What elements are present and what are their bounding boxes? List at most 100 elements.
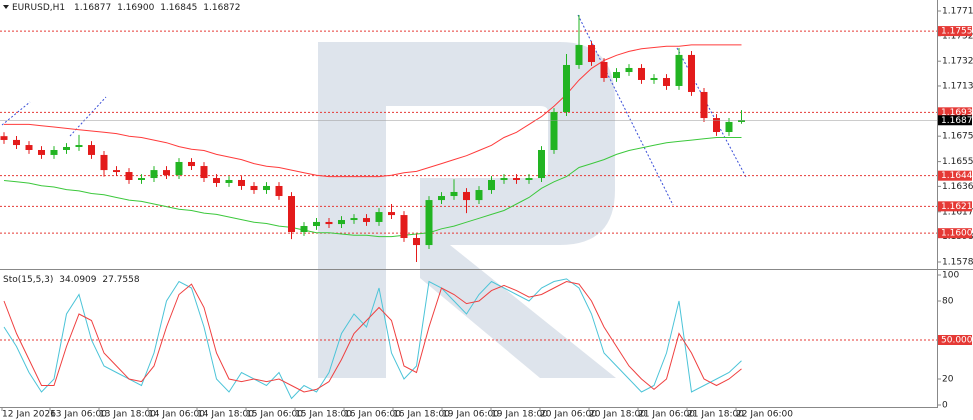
trend-line xyxy=(577,14,674,206)
y-tick-label: 1.16365 xyxy=(942,182,973,192)
candle-body xyxy=(75,145,83,147)
candle-body xyxy=(13,139,20,146)
last-price-bg xyxy=(938,115,972,126)
moving-average xyxy=(4,44,742,178)
level-label: 50.0000 xyxy=(941,336,973,346)
last-price-label: 1.16872 xyxy=(941,116,973,126)
candle-body xyxy=(438,196,445,201)
candle-body xyxy=(413,238,420,246)
candle-body xyxy=(88,145,95,155)
oscillator-line xyxy=(3,280,742,393)
candle-body xyxy=(50,149,58,155)
candle-body xyxy=(663,78,670,86)
x-tick-label: 20 Jan 18:00 xyxy=(589,410,646,420)
candle-body xyxy=(375,212,383,222)
y-tick-label: 0 xyxy=(942,401,948,411)
y-tick-label: 1.16750 xyxy=(942,132,973,142)
level-label: 1.16212 xyxy=(941,202,973,212)
stochastic-header: Sto(15,5,3) 34.0909 27.7558 xyxy=(3,275,140,285)
candle-body xyxy=(325,221,333,225)
candle-body xyxy=(738,120,745,122)
level-label-bg xyxy=(938,228,972,239)
candle-body xyxy=(463,191,470,201)
candle-body xyxy=(525,178,533,180)
x-tick-label: 21 Jan 06:00 xyxy=(638,410,695,420)
y-tick-label: 1.16170 xyxy=(942,207,973,217)
candle-body xyxy=(338,220,345,225)
indicator-name: Sto(15,5,3) xyxy=(3,275,53,285)
level-label-bg xyxy=(938,26,972,37)
candle-body xyxy=(250,185,258,191)
candle-body xyxy=(513,178,520,180)
quote-high: 1.16900 xyxy=(117,3,154,13)
candle-body xyxy=(488,179,495,191)
candle-body xyxy=(188,161,195,167)
candle-body xyxy=(675,54,683,86)
candle-body xyxy=(138,178,145,180)
candle-body xyxy=(425,200,433,246)
candle-body xyxy=(550,112,558,150)
candle-body xyxy=(38,149,45,155)
candle-body xyxy=(125,172,133,180)
candle-body xyxy=(575,45,583,65)
x-tick-label: 20 Jan 06:00 xyxy=(540,410,597,420)
y-tick-label: 20 xyxy=(942,375,954,385)
y-tick-label: 80 xyxy=(942,297,954,307)
x-tick-label: 13 Jan 18:00 xyxy=(99,410,156,420)
x-tick-label: 14 Jan 06:00 xyxy=(148,410,205,420)
candle-body xyxy=(538,149,545,179)
candle-body xyxy=(313,221,320,227)
moving-average xyxy=(3,137,742,238)
quote-low: 1.16845 xyxy=(160,3,197,13)
trend-line xyxy=(1,101,31,126)
candle-body xyxy=(263,185,270,191)
candle-body xyxy=(475,190,483,201)
candle-body xyxy=(113,170,120,173)
y-tick-label: 1.17520 xyxy=(942,31,973,41)
candle-body xyxy=(638,67,645,80)
candle-body xyxy=(100,154,108,171)
y-tick-label: 1.15785 xyxy=(942,258,973,268)
candle-body xyxy=(450,191,458,197)
candle-body xyxy=(388,212,395,216)
candle-body xyxy=(63,146,70,150)
x-tick-label: 15 Jan 18:00 xyxy=(295,410,352,420)
x-tick-label: 12 Jan 2026 xyxy=(2,410,56,420)
trend-line xyxy=(676,47,747,178)
y-tick-label: 1.16555 xyxy=(942,157,973,167)
candle-body xyxy=(400,215,408,239)
candle-body xyxy=(288,196,295,233)
quote-open: 1.16877 xyxy=(74,3,111,13)
symbol-menu-arrow[interactable] xyxy=(3,5,9,9)
price-header: EURUSD,H1 1.16877 1.16900 1.16845 1.1687… xyxy=(12,3,241,13)
candle-body xyxy=(363,218,370,222)
watermark xyxy=(318,42,616,378)
level-label: 1.16933 xyxy=(941,108,973,118)
level-label-bg xyxy=(938,107,972,118)
x-tick-label: 19 Jan 06:00 xyxy=(442,410,499,420)
candle-body xyxy=(238,179,245,186)
candle-body xyxy=(613,72,620,79)
candle-body xyxy=(275,185,283,197)
x-tick-label: 22 Jan 06:00 xyxy=(736,410,793,420)
candle-body xyxy=(175,161,183,176)
y-tick-label: 1.17325 xyxy=(942,57,973,67)
candle-body xyxy=(600,61,608,79)
level-label: 1.16447 xyxy=(941,171,973,181)
candle-body xyxy=(25,145,33,150)
y-tick-label: 1.17710 xyxy=(942,7,973,17)
candle-body xyxy=(625,67,633,73)
level-label: 1.16006 xyxy=(941,229,973,239)
candle-body xyxy=(650,78,658,80)
x-tick-label: 13 Jan 06:00 xyxy=(50,410,107,420)
level-label-bg xyxy=(938,201,972,212)
level-label-bg xyxy=(938,335,972,345)
candle-body xyxy=(588,45,595,62)
candle-body xyxy=(150,170,158,179)
candle-body xyxy=(0,136,8,140)
watermark-bowl xyxy=(386,42,616,378)
oscillator-line xyxy=(3,278,742,400)
level-label: 1.17556 xyxy=(941,27,973,37)
candle-body xyxy=(725,121,733,133)
